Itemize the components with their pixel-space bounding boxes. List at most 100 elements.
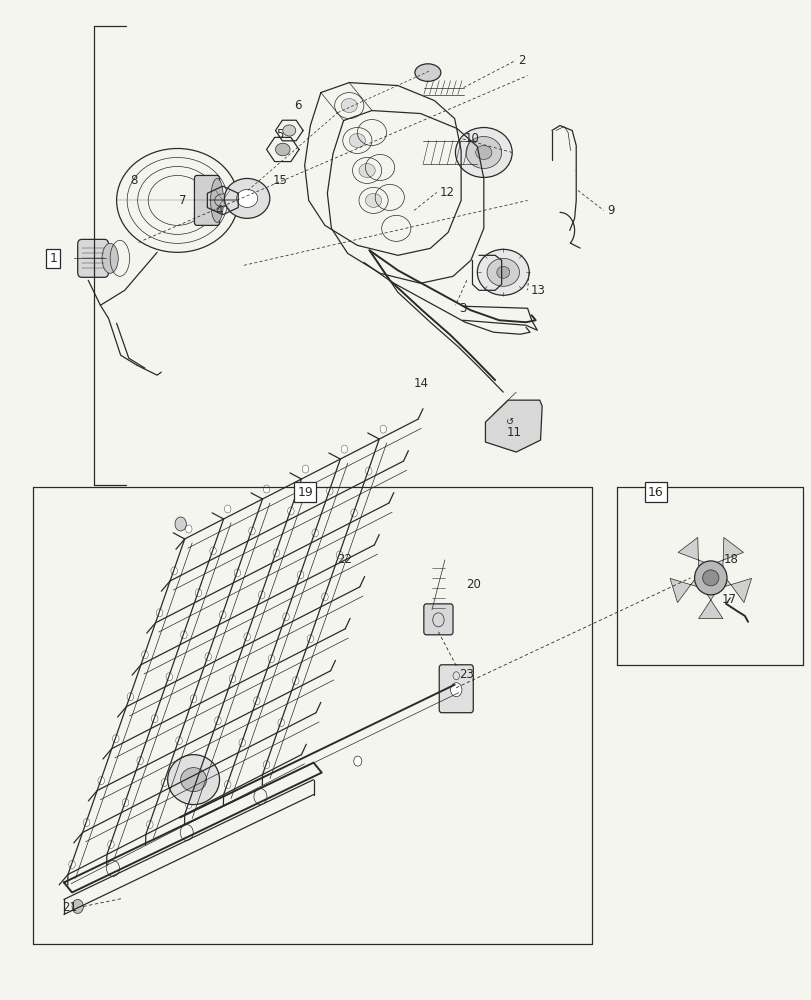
Circle shape (336, 551, 342, 559)
Ellipse shape (224, 178, 269, 218)
Circle shape (185, 525, 191, 533)
Circle shape (302, 465, 308, 473)
Circle shape (190, 695, 196, 703)
Circle shape (350, 509, 357, 517)
Circle shape (200, 759, 206, 767)
Polygon shape (714, 537, 743, 569)
Circle shape (224, 505, 230, 513)
Circle shape (258, 591, 264, 599)
Circle shape (224, 781, 230, 789)
Polygon shape (722, 577, 751, 603)
Circle shape (174, 517, 186, 531)
Circle shape (380, 425, 386, 433)
Circle shape (113, 735, 119, 743)
Circle shape (297, 571, 303, 579)
Text: 2: 2 (517, 54, 525, 67)
Circle shape (195, 589, 201, 597)
Circle shape (234, 569, 240, 577)
Circle shape (166, 673, 172, 681)
Text: 21: 21 (62, 901, 77, 914)
Ellipse shape (455, 128, 512, 177)
Circle shape (321, 593, 328, 601)
Text: 4: 4 (215, 204, 223, 217)
Text: 3: 3 (458, 302, 466, 315)
Text: 10: 10 (464, 132, 478, 145)
Polygon shape (669, 577, 698, 603)
Ellipse shape (168, 755, 219, 805)
Circle shape (277, 719, 284, 727)
Text: 16: 16 (647, 486, 663, 499)
Circle shape (219, 611, 225, 619)
Text: 23: 23 (458, 668, 473, 681)
FancyBboxPatch shape (423, 604, 453, 635)
Circle shape (69, 860, 75, 868)
Circle shape (98, 777, 105, 785)
Ellipse shape (365, 193, 381, 207)
Ellipse shape (466, 137, 501, 168)
Text: 20: 20 (466, 578, 480, 591)
Ellipse shape (210, 178, 223, 222)
Circle shape (229, 675, 235, 683)
Ellipse shape (475, 145, 491, 159)
Circle shape (152, 715, 158, 723)
Text: 19: 19 (298, 486, 313, 499)
Circle shape (311, 529, 318, 537)
Text: 8: 8 (131, 174, 138, 187)
Ellipse shape (102, 243, 118, 273)
Circle shape (122, 799, 129, 807)
Circle shape (248, 527, 255, 535)
Circle shape (204, 653, 211, 661)
Circle shape (185, 801, 191, 809)
Ellipse shape (358, 163, 375, 177)
FancyBboxPatch shape (78, 239, 109, 277)
Ellipse shape (414, 64, 440, 81)
Circle shape (365, 467, 371, 475)
Circle shape (292, 677, 298, 685)
Ellipse shape (496, 266, 509, 278)
Ellipse shape (236, 189, 257, 207)
FancyBboxPatch shape (439, 665, 473, 713)
Ellipse shape (214, 194, 230, 207)
Text: 11: 11 (506, 426, 521, 439)
Ellipse shape (702, 570, 718, 586)
Circle shape (263, 485, 269, 493)
Ellipse shape (275, 143, 290, 156)
Text: 12: 12 (440, 186, 454, 199)
Ellipse shape (693, 561, 726, 595)
Circle shape (175, 737, 182, 745)
Text: 17: 17 (721, 593, 736, 606)
Circle shape (326, 487, 333, 495)
Circle shape (180, 631, 187, 639)
Ellipse shape (477, 249, 529, 295)
Circle shape (354, 756, 362, 766)
Ellipse shape (487, 258, 519, 286)
Circle shape (137, 757, 144, 765)
Polygon shape (697, 592, 722, 619)
Circle shape (307, 635, 313, 643)
Circle shape (287, 507, 294, 515)
Circle shape (263, 761, 269, 769)
Ellipse shape (349, 134, 365, 147)
Ellipse shape (180, 768, 206, 792)
Circle shape (253, 697, 260, 705)
Text: 22: 22 (337, 553, 352, 566)
Circle shape (157, 609, 163, 617)
Text: 9: 9 (607, 204, 614, 217)
Text: 5: 5 (276, 128, 283, 141)
Ellipse shape (282, 125, 295, 136)
Circle shape (341, 445, 347, 453)
Circle shape (450, 683, 461, 697)
Polygon shape (677, 537, 706, 569)
Text: 1: 1 (49, 252, 58, 265)
Circle shape (243, 633, 250, 641)
Text: ↺: ↺ (505, 417, 513, 427)
Polygon shape (485, 400, 542, 452)
Text: 15: 15 (272, 174, 288, 187)
Text: 13: 13 (530, 284, 545, 297)
Text: 14: 14 (414, 377, 428, 390)
Ellipse shape (341, 99, 357, 113)
Circle shape (127, 693, 134, 701)
Circle shape (272, 549, 279, 557)
Circle shape (108, 841, 114, 849)
FancyBboxPatch shape (194, 175, 219, 225)
